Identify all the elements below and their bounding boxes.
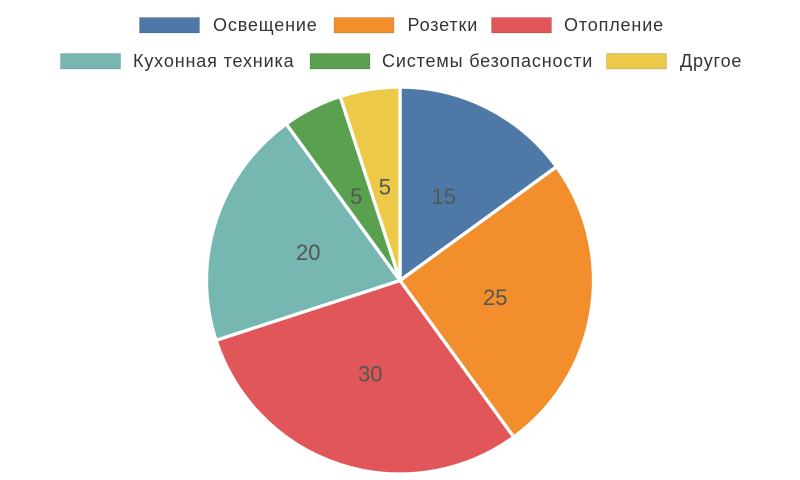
svg-text:Системы безопасности: Системы безопасности <box>382 51 593 71</box>
svg-text:Кухонная техника: Кухонная техника <box>133 51 295 71</box>
svg-text:Другое: Другое <box>680 51 742 71</box>
svg-text:Розетки: Розетки <box>408 15 479 35</box>
svg-text:Освещение: Освещение <box>213 15 318 35</box>
svg-text:30: 30 <box>358 362 382 387</box>
svg-text:Отопление: Отопление <box>564 15 664 35</box>
svg-text:20: 20 <box>296 240 320 265</box>
svg-text:5: 5 <box>350 184 362 209</box>
svg-text:25: 25 <box>483 285 507 310</box>
svg-text:15: 15 <box>432 184 456 209</box>
svg-text:5: 5 <box>379 175 391 200</box>
